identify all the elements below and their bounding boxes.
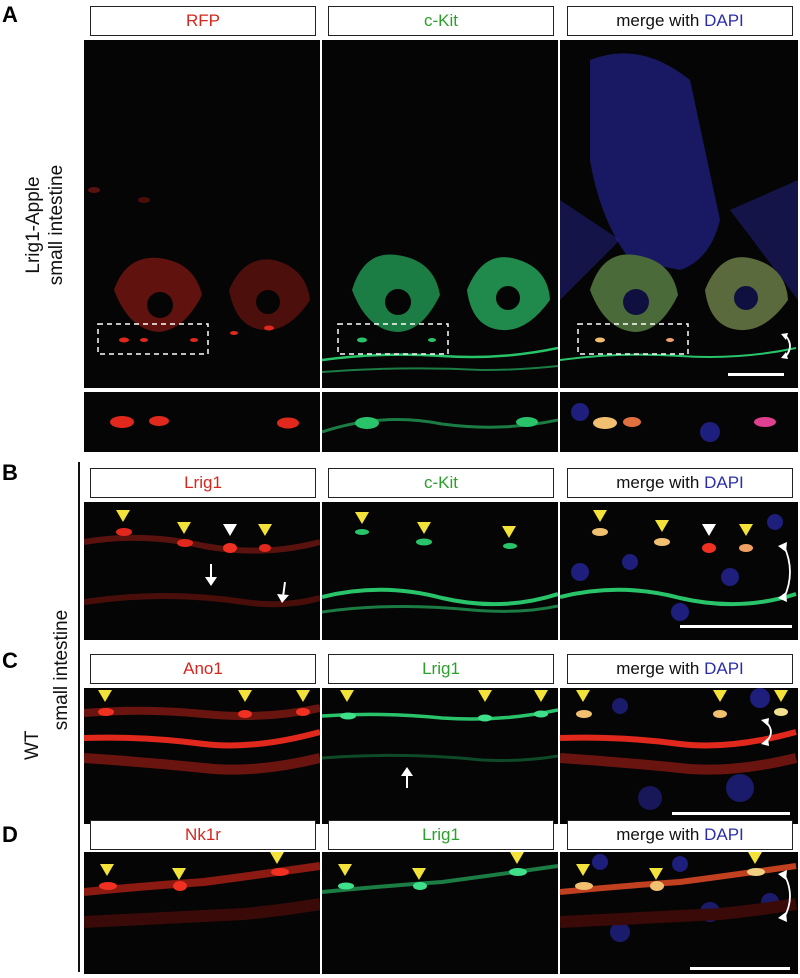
merge-prefix: merge with: [616, 11, 705, 30]
header-merge-a: merge with DAPI: [567, 6, 793, 36]
white-arrowhead-icon: [223, 524, 237, 536]
header-lrig1-c: Lrig1: [328, 654, 554, 684]
image-a-rfp-zoom: [84, 392, 320, 452]
image-c-merge: [560, 688, 798, 824]
white-arrow-icon: [277, 594, 289, 603]
white-arrow-icon: [205, 577, 217, 586]
image-c-ano1: [84, 688, 320, 824]
yellow-arrowhead-icon: [774, 690, 788, 702]
side-label-lrig1-apple: Lrig1-Apple small intestine: [22, 105, 68, 345]
dapi-label: DAPI: [704, 659, 744, 678]
header-merge-c: merge with DAPI: [567, 654, 793, 684]
header-lrig1-b: Lrig1: [90, 468, 316, 498]
yellow-arrowhead-icon: [98, 690, 112, 702]
yellow-arrowhead-icon: [510, 852, 524, 864]
yellow-arrowhead-icon: [340, 690, 354, 702]
yellow-arrowhead-icon: [713, 690, 727, 702]
image-a-ckit: [322, 40, 558, 388]
image-d-lrig1: [322, 852, 558, 974]
yellow-arrowhead-icon: [177, 522, 191, 534]
merge-prefix: merge with: [616, 473, 705, 492]
yellow-arrowhead-icon: [296, 690, 310, 702]
yellow-arrowhead-icon: [576, 690, 590, 702]
yellow-arrowhead-icon: [116, 510, 130, 522]
scale-bar: [680, 625, 792, 628]
yellow-arrowhead-icon: [576, 864, 590, 876]
wt-bracket-line: [78, 462, 80, 972]
header-lrig1-d: Lrig1: [328, 820, 554, 850]
panel-letter-c: C: [2, 648, 18, 673]
double-arrow-icon: [778, 870, 787, 880]
yellow-arrowhead-icon: [478, 690, 492, 702]
yellow-arrowhead-icon: [270, 852, 284, 864]
yellow-arrowhead-icon: [172, 868, 186, 880]
yellow-arrowhead-icon: [502, 526, 516, 538]
image-a-merge-zoom: [560, 392, 798, 452]
yellow-arrowhead-icon: [655, 520, 669, 532]
side-label-wt: WT: [22, 730, 43, 760]
side-label-small-intestine: small intestine: [51, 609, 72, 731]
image-c-lrig1: [322, 688, 558, 824]
yellow-arrowhead-icon: [238, 690, 252, 702]
panel-letter-a: A: [2, 2, 18, 27]
header-merge-d: merge with DAPI: [567, 820, 793, 850]
header-ckit-a: c-Kit: [328, 6, 554, 36]
yellow-arrowhead-icon: [593, 510, 607, 522]
header-merge-b: merge with DAPI: [567, 468, 793, 498]
header-ckit-b: c-Kit: [328, 468, 554, 498]
yellow-arrowhead-icon: [355, 512, 369, 524]
scale-bar: [690, 967, 790, 970]
white-arrow-icon: [401, 767, 413, 776]
yellow-arrowhead-icon: [338, 864, 352, 876]
image-b-ckit: [322, 502, 558, 640]
white-arrowhead-icon: [702, 524, 716, 536]
double-arrow-icon: [778, 542, 787, 552]
image-a-merge: [560, 40, 798, 388]
side-label-line2: small intestine: [46, 164, 67, 286]
side-label-line1: Lrig1-Apple: [23, 176, 44, 274]
panel-letter-b: B: [2, 460, 18, 485]
merge-prefix: merge with: [616, 659, 705, 678]
image-b-lrig1: [84, 502, 320, 640]
yellow-arrowhead-icon: [739, 524, 753, 536]
image-d-nk1r: [84, 852, 320, 974]
yellow-arrowhead-icon: [649, 868, 663, 880]
yellow-arrowhead-icon: [412, 868, 426, 880]
image-d-merge: [560, 852, 798, 974]
merge-prefix: merge with: [616, 825, 705, 844]
yellow-arrowhead-icon: [258, 524, 272, 536]
double-arrow-icon: [761, 718, 769, 726]
yellow-arrowhead-icon: [748, 852, 762, 864]
dapi-label: DAPI: [704, 825, 744, 844]
header-rfp: RFP: [90, 6, 316, 36]
header-ano1: Ano1: [90, 654, 316, 684]
image-a-rfp: [84, 40, 320, 388]
dapi-label: DAPI: [704, 11, 744, 30]
yellow-arrowhead-icon: [417, 522, 431, 534]
yellow-arrowhead-icon: [534, 690, 548, 702]
image-a-ckit-zoom: [322, 392, 558, 452]
panel-letter-d: D: [2, 822, 18, 847]
yellow-arrowhead-icon: [100, 864, 114, 876]
dapi-label: DAPI: [704, 473, 744, 492]
scale-bar: [672, 812, 790, 815]
image-b-merge: [560, 502, 798, 640]
header-nk1r: Nk1r: [90, 820, 316, 850]
